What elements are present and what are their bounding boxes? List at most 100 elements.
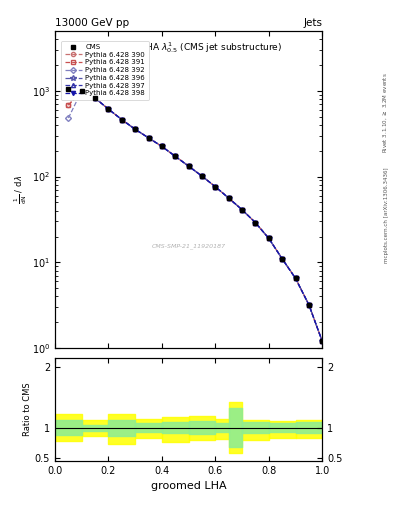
CMS bbox=[173, 153, 178, 159]
Pythia 6.428 390 bbox=[200, 173, 204, 179]
Pythia 6.428 396 bbox=[93, 95, 97, 101]
Pythia 6.428 391 bbox=[106, 106, 111, 112]
Pythia 6.428 390 bbox=[133, 126, 138, 133]
Pythia 6.428 397 bbox=[93, 95, 97, 101]
Pythia 6.428 392 bbox=[226, 195, 231, 201]
Pythia 6.428 390 bbox=[213, 184, 218, 190]
Pythia 6.428 398 bbox=[119, 117, 124, 123]
Pythia 6.428 396 bbox=[293, 275, 298, 282]
Pythia 6.428 392 bbox=[213, 184, 218, 190]
Pythia 6.428 397 bbox=[320, 338, 325, 345]
Pythia 6.428 396 bbox=[119, 117, 124, 123]
Pythia 6.428 391 bbox=[213, 184, 218, 190]
Pythia 6.428 397 bbox=[280, 255, 285, 262]
CMS bbox=[240, 207, 244, 213]
Pythia 6.428 396 bbox=[66, 52, 71, 58]
Pythia 6.428 391 bbox=[133, 126, 138, 133]
Text: 13000 GeV pp: 13000 GeV pp bbox=[55, 18, 129, 28]
Pythia 6.428 391 bbox=[240, 207, 244, 213]
CMS bbox=[307, 302, 311, 308]
CMS bbox=[93, 95, 97, 101]
CMS bbox=[293, 275, 298, 282]
Pythia 6.428 397 bbox=[240, 207, 244, 213]
Pythia 6.428 390 bbox=[79, 88, 84, 94]
Pythia 6.428 397 bbox=[133, 126, 138, 133]
Text: Rivet 3.1.10, $\geq$ 3.2M events: Rivet 3.1.10, $\geq$ 3.2M events bbox=[382, 72, 389, 153]
Pythia 6.428 398 bbox=[93, 95, 97, 101]
Line: Pythia 6.428 397: Pythia 6.428 397 bbox=[66, 53, 324, 344]
Pythia 6.428 398 bbox=[79, 88, 84, 94]
Pythia 6.428 392 bbox=[200, 173, 204, 179]
Pythia 6.428 397 bbox=[160, 143, 164, 150]
Pythia 6.428 391 bbox=[320, 338, 325, 345]
Pythia 6.428 390 bbox=[160, 143, 164, 150]
X-axis label: groomed LHA: groomed LHA bbox=[151, 481, 226, 491]
Pythia 6.428 396 bbox=[253, 220, 258, 226]
Pythia 6.428 392 bbox=[146, 135, 151, 141]
Pythia 6.428 398 bbox=[186, 163, 191, 169]
Pythia 6.428 398 bbox=[280, 255, 285, 262]
Pythia 6.428 390 bbox=[253, 220, 258, 226]
Pythia 6.428 390 bbox=[280, 255, 285, 262]
Pythia 6.428 391 bbox=[146, 135, 151, 141]
Pythia 6.428 396 bbox=[186, 163, 191, 169]
Pythia 6.428 392 bbox=[280, 255, 285, 262]
Pythia 6.428 398 bbox=[173, 153, 178, 159]
Pythia 6.428 396 bbox=[266, 236, 271, 242]
Line: Pythia 6.428 392: Pythia 6.428 392 bbox=[66, 89, 324, 344]
Pythia 6.428 391 bbox=[253, 220, 258, 226]
CMS bbox=[280, 255, 285, 262]
Pythia 6.428 392 bbox=[119, 117, 124, 123]
Text: Jets: Jets bbox=[303, 18, 322, 28]
CMS bbox=[200, 173, 204, 179]
Pythia 6.428 390 bbox=[173, 153, 178, 159]
Pythia 6.428 391 bbox=[186, 163, 191, 169]
Y-axis label: $\mathregular{\frac{1}{\mathrm{d}N}}$ / $\mathrm{d}\,\lambda$: $\mathregular{\frac{1}{\mathrm{d}N}}$ / … bbox=[13, 175, 29, 204]
Pythia 6.428 398 bbox=[307, 302, 311, 308]
Pythia 6.428 391 bbox=[200, 173, 204, 179]
Pythia 6.428 397 bbox=[266, 236, 271, 242]
Pythia 6.428 391 bbox=[293, 275, 298, 282]
Pythia 6.428 391 bbox=[79, 88, 84, 94]
Pythia 6.428 397 bbox=[79, 88, 84, 94]
Pythia 6.428 391 bbox=[93, 95, 97, 101]
Pythia 6.428 390 bbox=[119, 117, 124, 123]
Pythia 6.428 396 bbox=[106, 106, 111, 112]
CMS bbox=[79, 88, 84, 94]
Line: Pythia 6.428 396: Pythia 6.428 396 bbox=[66, 52, 325, 344]
Pythia 6.428 396 bbox=[280, 255, 285, 262]
Line: CMS: CMS bbox=[66, 87, 324, 344]
Pythia 6.428 398 bbox=[240, 207, 244, 213]
Pythia 6.428 392 bbox=[66, 115, 71, 121]
Pythia 6.428 396 bbox=[160, 143, 164, 150]
Pythia 6.428 390 bbox=[240, 207, 244, 213]
Pythia 6.428 398 bbox=[133, 126, 138, 133]
Pythia 6.428 392 bbox=[160, 143, 164, 150]
Pythia 6.428 396 bbox=[320, 338, 325, 345]
Pythia 6.428 392 bbox=[320, 338, 325, 345]
Text: CMS-SMP-21_11920187: CMS-SMP-21_11920187 bbox=[152, 244, 226, 249]
Pythia 6.428 397 bbox=[293, 275, 298, 282]
Pythia 6.428 398 bbox=[266, 236, 271, 242]
Text: mcplots.cern.ch [arXiv:1306.3436]: mcplots.cern.ch [arXiv:1306.3436] bbox=[384, 167, 389, 263]
Pythia 6.428 390 bbox=[186, 163, 191, 169]
Pythia 6.428 392 bbox=[79, 88, 84, 94]
Line: Pythia 6.428 398: Pythia 6.428 398 bbox=[66, 53, 324, 344]
CMS bbox=[160, 143, 164, 150]
Y-axis label: Ratio to CMS: Ratio to CMS bbox=[23, 383, 32, 436]
Pythia 6.428 396 bbox=[307, 302, 311, 308]
Pythia 6.428 391 bbox=[280, 255, 285, 262]
Pythia 6.428 390 bbox=[320, 338, 325, 345]
CMS bbox=[213, 184, 218, 190]
Pythia 6.428 397 bbox=[253, 220, 258, 226]
Pythia 6.428 397 bbox=[186, 163, 191, 169]
Pythia 6.428 391 bbox=[160, 143, 164, 150]
Text: Groomed LHA $\lambda^{1}_{0.5}$ (CMS jet substructure): Groomed LHA $\lambda^{1}_{0.5}$ (CMS jet… bbox=[95, 40, 282, 55]
Pythia 6.428 390 bbox=[293, 275, 298, 282]
CMS bbox=[320, 338, 325, 345]
Pythia 6.428 397 bbox=[66, 52, 71, 58]
Pythia 6.428 396 bbox=[133, 126, 138, 133]
Pythia 6.428 397 bbox=[146, 135, 151, 141]
Pythia 6.428 396 bbox=[213, 184, 218, 190]
CMS bbox=[119, 117, 124, 123]
